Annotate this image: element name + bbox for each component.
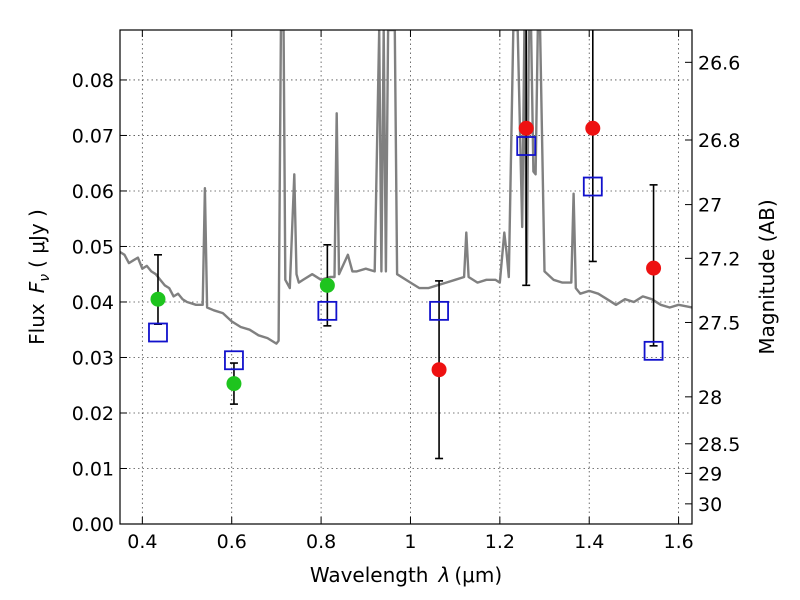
model-photometry-box [643, 340, 664, 361]
y2-tick-label: 28.5 [698, 434, 740, 456]
model-spectrum-layer [120, 30, 692, 345]
plot-frame [119, 29, 693, 525]
model-spectrum-line [120, 30, 692, 345]
y-tick-label: 0.02 [72, 403, 114, 425]
y2-tick-label: 27.5 [698, 312, 740, 334]
y-tick-label: 0.04 [72, 292, 114, 314]
model-photometry-box [224, 350, 244, 371]
detection-point [226, 376, 242, 392]
detection-point [150, 291, 166, 307]
y2-axis-title: Magnitude (AB) [755, 199, 779, 354]
x-tick-label: 1.4 [574, 531, 604, 553]
nondetection-point [431, 362, 447, 378]
x-tick-label: 0.8 [306, 531, 336, 553]
y2-tick-label: 29 [698, 463, 722, 485]
x-axis-title: Wavelength λ (μm) [310, 563, 502, 587]
y2-tick-label: 30 [698, 494, 722, 516]
y2-tick-label: 26.8 [698, 130, 740, 152]
y-tick-label: 0.00 [72, 514, 114, 536]
y-tick-label: 0.03 [72, 347, 114, 369]
y-axis: 0.00 0.01 0.02 0.03 0.04 0.05 0.06 0.07 0.08 [72, 70, 127, 536]
y-tick-label: 0.05 [72, 236, 114, 258]
y-tick-label: 0.08 [72, 70, 114, 92]
y-tick-label: 0.06 [72, 181, 114, 203]
model-photometry-layer [148, 136, 664, 371]
model-photometry-box [429, 300, 449, 321]
y-tick-label: 0.01 [72, 458, 114, 480]
x-axis: 0.4 0.6 0.8 1 1.2 1.4 1.6 [127, 30, 694, 553]
y2-tick-label: 28 [698, 387, 722, 409]
y2-tick-label: 26.6 [698, 52, 740, 74]
photometry-layer [150, 120, 662, 392]
nondetection-point [585, 120, 601, 136]
x-tick-label: 1.2 [485, 531, 515, 553]
y-tick-label: 0.07 [72, 125, 114, 147]
model-photometry-box [582, 176, 603, 197]
model-photometry-box [148, 322, 168, 343]
errorbar-layer [153, 30, 658, 460]
model-photometry-box [317, 300, 338, 321]
y-axis-title: FluxFν( μJy ) [25, 209, 53, 345]
y2-axis: 26.6 26.8 27 27.2 27.5 28 28.5 29 30 [685, 52, 740, 516]
model-photometry-box [516, 136, 537, 156]
x-tick-label: 1.6 [663, 531, 693, 553]
detection-point [319, 277, 335, 293]
nondetection-point [646, 260, 662, 276]
x-tick-label: 0.6 [217, 531, 247, 553]
y2-tick-label: 27.2 [698, 248, 740, 270]
x-tick-label: 0.4 [127, 531, 157, 553]
plot-area [120, 30, 692, 460]
y2-tick-label: 27 [698, 195, 722, 217]
x-tick-label: 1 [404, 531, 416, 553]
nondetection-point [518, 120, 534, 136]
